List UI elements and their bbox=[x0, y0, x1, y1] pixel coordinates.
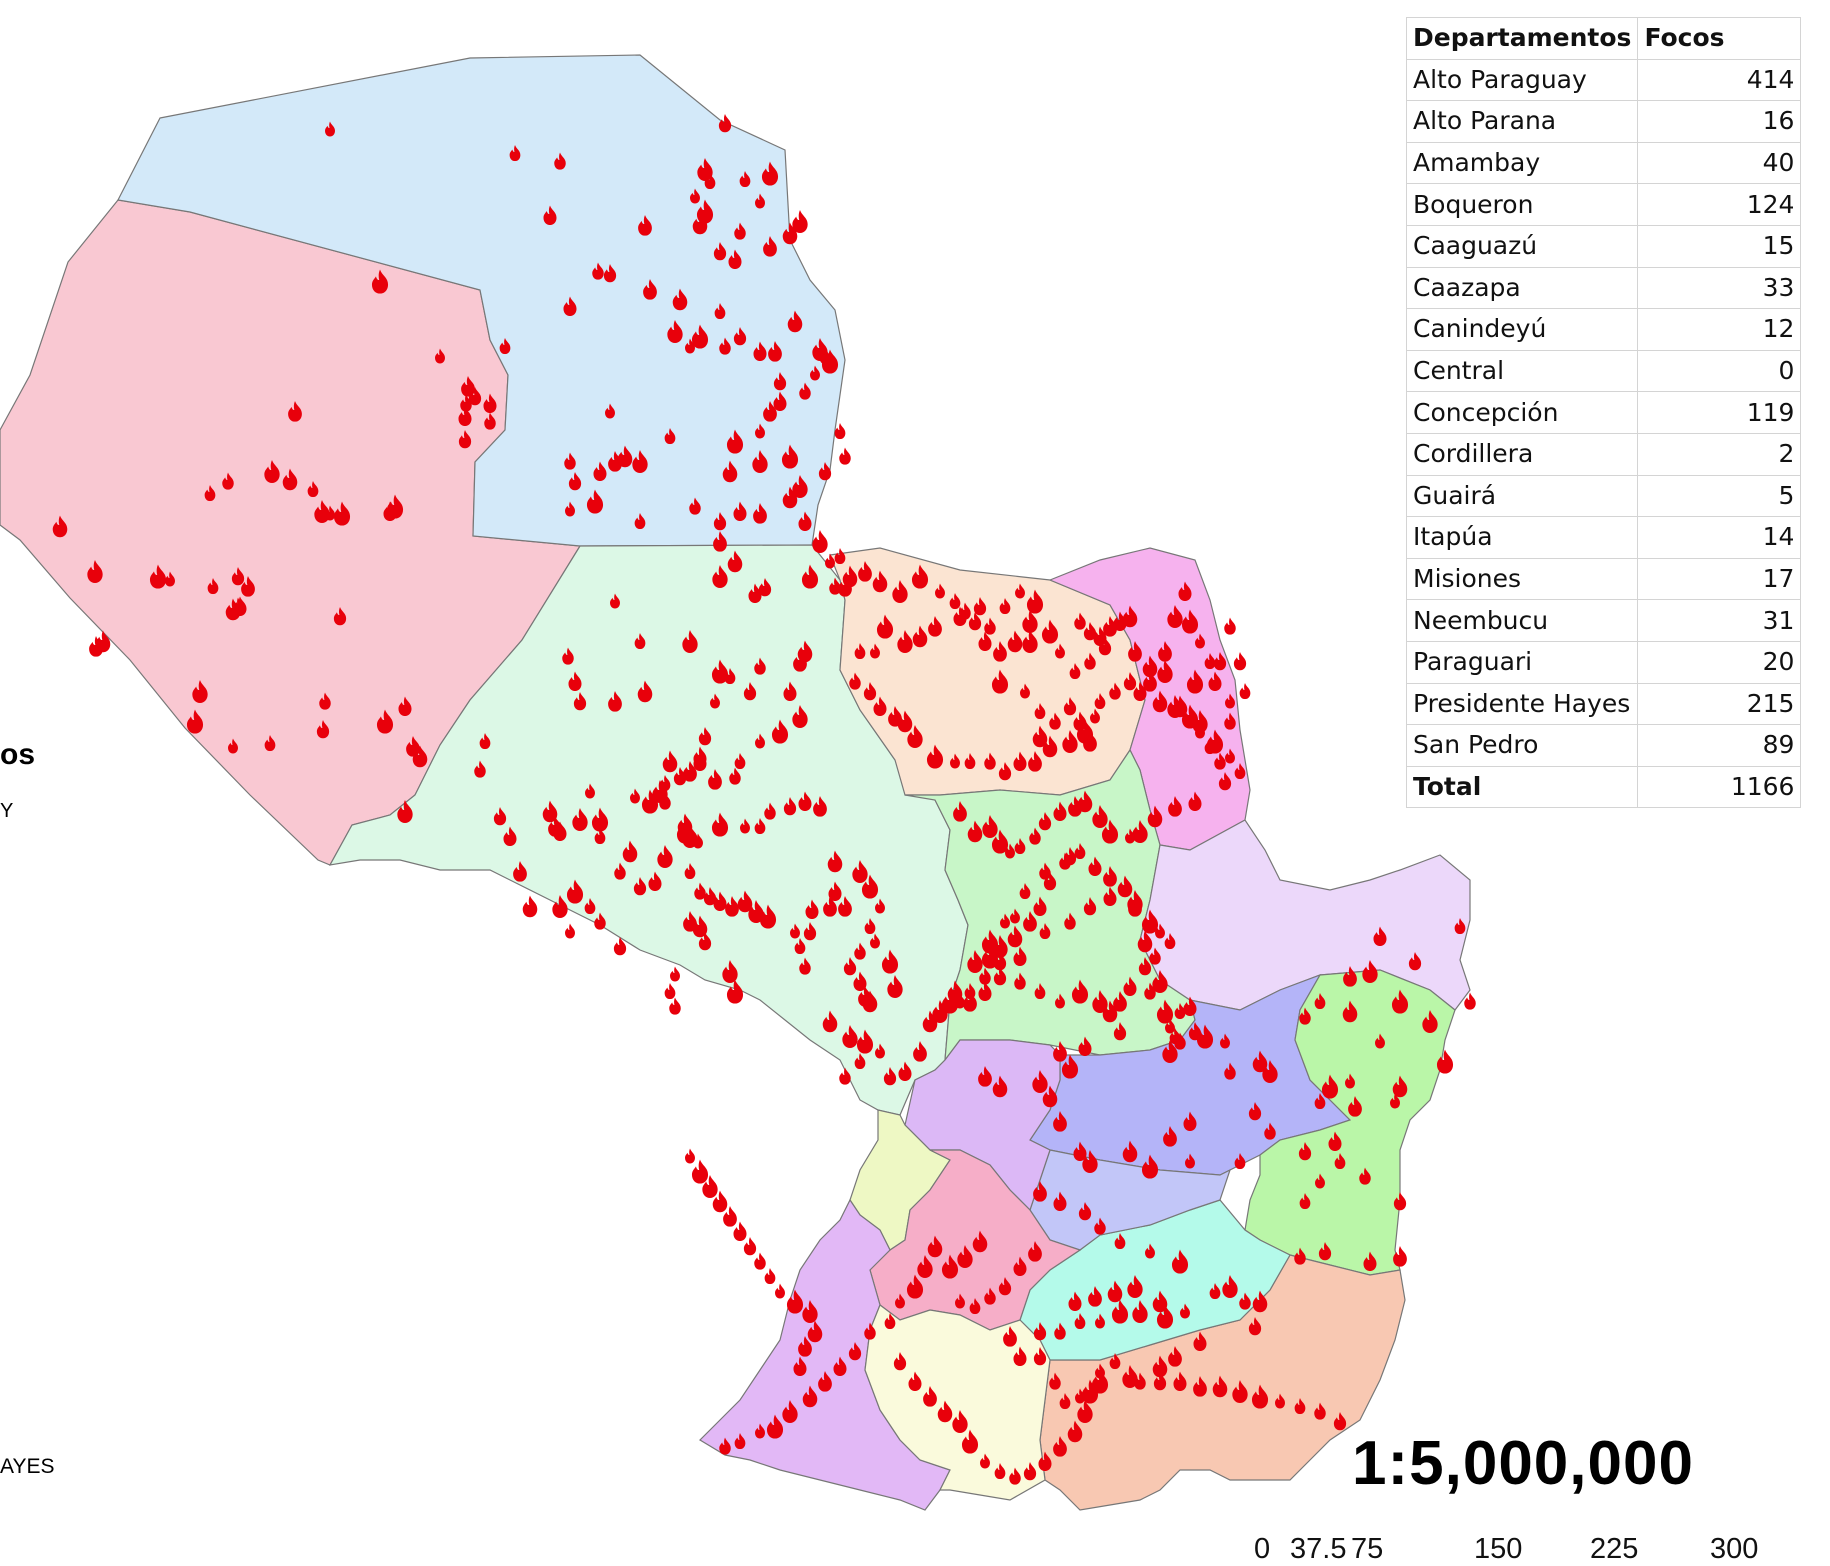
table-row: San Pedro 89 bbox=[1405, 724, 1802, 767]
fire-icon bbox=[812, 530, 828, 553]
fire-icon bbox=[522, 895, 538, 918]
fire-icon bbox=[670, 966, 680, 982]
department-name: Alto Parana bbox=[1405, 100, 1639, 143]
fire-count: 17 bbox=[1637, 557, 1802, 601]
column-header-focos: Focos bbox=[1637, 17, 1802, 60]
fire-icon bbox=[565, 923, 575, 939]
legend-item-fragment: Y bbox=[0, 800, 14, 822]
fire-icon bbox=[718, 114, 732, 133]
column-header-departamentos: Departamentos bbox=[1405, 17, 1639, 60]
scale-tick-label: 0 bbox=[1254, 1533, 1271, 1565]
fire-icon bbox=[733, 1221, 747, 1242]
fire-icon bbox=[685, 1148, 695, 1164]
fire-icon bbox=[743, 1237, 757, 1256]
map-scale-ratio: 1:5,000,000 bbox=[1352, 1429, 1694, 1498]
department-name: Presidente Hayes bbox=[1405, 682, 1639, 726]
table-row: Alto Paraguay 414 bbox=[1405, 58, 1802, 102]
department-name: Amambay bbox=[1405, 141, 1639, 185]
table-row: Neembucu 31 bbox=[1405, 599, 1802, 642]
department-name: Caazapa bbox=[1405, 266, 1639, 310]
fire-count: 215 bbox=[1637, 682, 1802, 726]
legend-hayes-fragment: AYES bbox=[0, 1455, 55, 1478]
region-alto-paraguay bbox=[117, 54, 846, 547]
fire-count: 124 bbox=[1637, 183, 1802, 226]
fire-count: 119 bbox=[1637, 391, 1802, 434]
scale-tick-label: 300 bbox=[1710, 1533, 1759, 1565]
table-row: Paraguari 20 bbox=[1405, 640, 1802, 684]
fire-count: 5 bbox=[1637, 474, 1802, 518]
scale-tick-label: 37.5 bbox=[1290, 1533, 1347, 1565]
fire-icon bbox=[669, 997, 681, 1015]
fire-count: 20 bbox=[1637, 640, 1802, 684]
table-row: Boqueron 124 bbox=[1405, 183, 1802, 226]
department-name: Caaguazú bbox=[1405, 224, 1639, 268]
fire-count-table: Departamentos Focos Alto Paraguay 414 Alto… bbox=[1405, 17, 1802, 809]
fire-icon bbox=[834, 548, 846, 565]
department-name: Neembucu bbox=[1405, 599, 1639, 642]
legend-title-fragment: os bbox=[0, 738, 36, 771]
scale-tick-label: 225 bbox=[1590, 1533, 1639, 1565]
department-name: Cordillera bbox=[1405, 432, 1639, 476]
fire-icon bbox=[1233, 652, 1247, 671]
fire-icon bbox=[839, 447, 851, 465]
fire-icon bbox=[1224, 617, 1236, 635]
fire-count: 33 bbox=[1637, 266, 1802, 310]
scale-tick-label: 75 bbox=[1351, 1533, 1384, 1565]
table-row: Caazapa 33 bbox=[1405, 266, 1802, 310]
region-misiones bbox=[864, 1304, 1051, 1501]
table-total-row: Total 1166 bbox=[1405, 765, 1802, 809]
region-canindeyu bbox=[1139, 819, 1471, 1011]
fire-icon bbox=[1239, 683, 1251, 700]
fire-icon bbox=[775, 1283, 785, 1299]
department-name: Misiones bbox=[1405, 557, 1639, 601]
table-row: Canindeyú 12 bbox=[1405, 308, 1802, 351]
table-row: Itapúa 14 bbox=[1405, 516, 1802, 559]
table-row: Central 0 bbox=[1405, 349, 1802, 393]
fire-count: 0 bbox=[1637, 349, 1802, 393]
fire-icon bbox=[691, 1159, 709, 1184]
table-row: Guairá 5 bbox=[1405, 474, 1802, 518]
department-name: Paraguari bbox=[1405, 640, 1639, 684]
department-name: Canindeyú bbox=[1405, 308, 1639, 351]
fire-icon bbox=[664, 983, 676, 1000]
fire-count: 2 bbox=[1637, 432, 1802, 476]
table-row: Concepción 119 bbox=[1405, 391, 1802, 434]
fire-count: 14 bbox=[1637, 516, 1802, 559]
fire-icon bbox=[754, 1252, 766, 1270]
table-row: Amambay 40 bbox=[1405, 141, 1802, 185]
department-name: Alto Paraguay bbox=[1405, 58, 1639, 102]
fire-icon bbox=[764, 1268, 776, 1285]
fire-count: 16 bbox=[1637, 100, 1802, 143]
department-name: Itapúa bbox=[1405, 516, 1639, 559]
table-row: Misiones 17 bbox=[1405, 557, 1802, 601]
table-row: Presidente Hayes 215 bbox=[1405, 682, 1802, 726]
fire-count: 40 bbox=[1637, 141, 1802, 185]
total-value: 1166 bbox=[1637, 765, 1802, 809]
department-name: Central bbox=[1405, 349, 1639, 393]
department-name: Concepción bbox=[1405, 391, 1639, 434]
department-name: San Pedro bbox=[1405, 724, 1639, 767]
fire-count: 414 bbox=[1637, 58, 1802, 102]
table-row: Alto Parana 16 bbox=[1405, 100, 1802, 143]
department-name: Guairá bbox=[1405, 474, 1639, 518]
table-row: Caaguazú 15 bbox=[1405, 224, 1802, 268]
fire-count: 89 bbox=[1637, 724, 1802, 767]
scale-tick-label: 150 bbox=[1474, 1533, 1523, 1565]
table-row: Cordillera 2 bbox=[1405, 432, 1802, 476]
fire-count: 12 bbox=[1637, 308, 1802, 351]
fire-count: 31 bbox=[1637, 599, 1802, 642]
fire-count: 15 bbox=[1637, 224, 1802, 268]
fire-icon bbox=[792, 210, 808, 233]
total-label: Total bbox=[1405, 765, 1639, 809]
table-header-row: Departamentos Focos bbox=[1405, 17, 1802, 60]
department-name: Boqueron bbox=[1405, 183, 1639, 226]
